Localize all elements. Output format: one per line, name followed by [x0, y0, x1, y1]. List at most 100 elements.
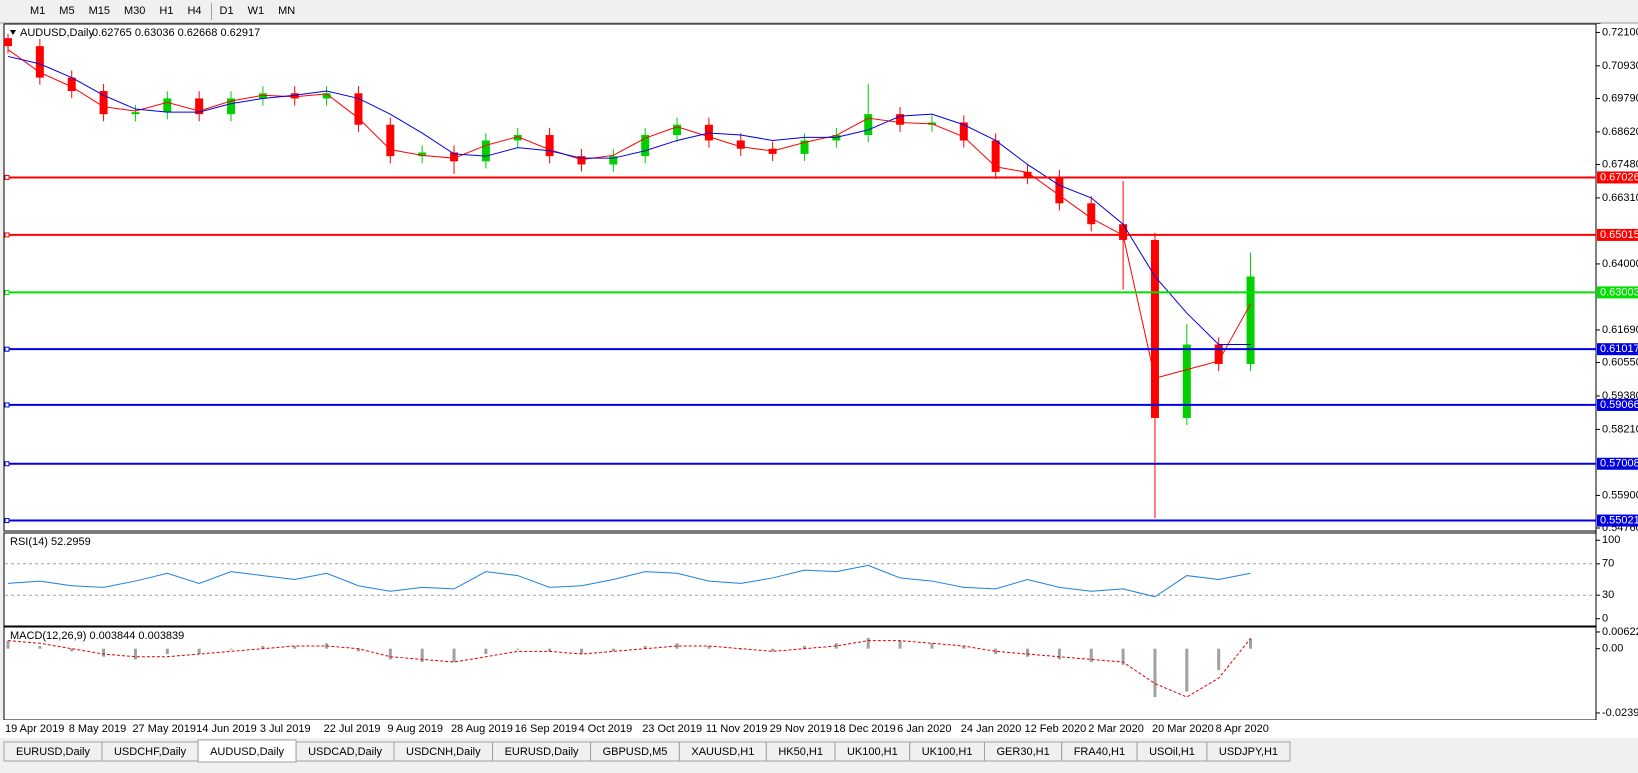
- timeframe-button[interactable]: W1: [248, 5, 265, 17]
- tab-label[interactable]: USDJPY,H1: [1219, 746, 1278, 758]
- histogram-bar: [388, 648, 392, 660]
- level-label: 0.55021: [1600, 514, 1638, 526]
- tab-label[interactable]: FRA40,H1: [1074, 746, 1125, 758]
- x-tick-label: 6 Jan 2020: [897, 723, 951, 735]
- histogram-bar: [1217, 648, 1221, 671]
- histogram-bar: [420, 648, 424, 663]
- level-label: 0.57008: [1600, 458, 1638, 470]
- x-tick-label: 27 May 2019: [132, 723, 196, 735]
- histogram-bar: [197, 648, 201, 655]
- tab-label[interactable]: USDCHF,Daily: [114, 746, 187, 758]
- candle-body: [131, 112, 140, 115]
- tab-label[interactable]: AUDUSD,Daily: [210, 746, 284, 758]
- candle-body: [1150, 239, 1159, 418]
- candle-body: [1055, 177, 1064, 204]
- histogram-bar: [643, 645, 647, 649]
- histogram-bar: [1121, 648, 1125, 665]
- histogram-bar: [675, 643, 679, 649]
- x-tick-label: 19 Apr 2019: [5, 723, 64, 735]
- histogram-bar: [771, 648, 775, 652]
- time-axis: [0, 720, 1638, 738]
- timeframe-button[interactable]: D1: [220, 5, 234, 17]
- x-tick-label: 8 Apr 2020: [1216, 723, 1269, 735]
- histogram-bar: [611, 648, 615, 652]
- histogram-bar: [1089, 648, 1093, 663]
- histogram-bar: [165, 648, 169, 655]
- x-tick-label: 29 Nov 2019: [770, 723, 832, 735]
- histogram-bar: [484, 648, 488, 655]
- histogram-bar: [1057, 648, 1061, 660]
- histogram-bar: [6, 640, 10, 649]
- y-tick-label: 70: [1602, 558, 1614, 570]
- x-tick-label: 4 Oct 2019: [578, 723, 632, 735]
- tab-label[interactable]: EURUSD,Daily: [505, 746, 579, 758]
- timeframe-button[interactable]: MN: [278, 5, 295, 17]
- tab-label[interactable]: USDCNH,Daily: [406, 746, 481, 758]
- timeframe-button[interactable]: H1: [159, 5, 173, 17]
- level-tag: [1597, 171, 1638, 184]
- level-tag: [1597, 286, 1638, 299]
- histogram-bar: [70, 648, 74, 652]
- tab-label[interactable]: UK100,H1: [922, 746, 973, 758]
- x-tick-label: 2 Mar 2020: [1088, 723, 1144, 735]
- candle-body: [386, 124, 395, 157]
- x-tick-label: 20 Mar 2020: [1152, 723, 1214, 735]
- histogram-bar: [898, 640, 902, 649]
- tab-label[interactable]: USOil,H1: [1149, 746, 1195, 758]
- histogram-bar: [229, 648, 233, 650]
- rsi-title: RSI(14) 52.2959: [10, 536, 91, 548]
- menu-arrow[interactable]: [10, 30, 16, 35]
- tab-label[interactable]: UK100,H1: [847, 746, 898, 758]
- x-tick-label: 8 May 2019: [69, 723, 126, 735]
- level-tag: [1597, 398, 1638, 411]
- timeframe-button[interactable]: M15: [89, 5, 110, 17]
- y-tick-label: 0.69790: [1602, 92, 1638, 104]
- y-tick-label: 0.61690: [1602, 324, 1638, 336]
- timeframe-button[interactable]: M5: [59, 5, 74, 17]
- x-tick-label: 3 Jul 2019: [260, 723, 311, 735]
- timeframe-button[interactable]: M30: [124, 5, 145, 17]
- tab[interactable]: [1206, 741, 1291, 762]
- candle-body: [896, 114, 905, 125]
- histogram-bar: [293, 645, 297, 649]
- tab-label[interactable]: GBPUSD,M5: [603, 746, 668, 758]
- chart-title: AUDUSD,Daily: [20, 27, 94, 39]
- macd-panel: [3, 626, 1601, 721]
- candle-body: [1087, 203, 1096, 225]
- level-handle: [4, 289, 10, 295]
- histogram-bar: [356, 648, 360, 652]
- candle-body: [641, 135, 650, 157]
- main-panel: [3, 23, 1601, 532]
- candle-body: [322, 93, 331, 99]
- candle-body: [1182, 344, 1191, 418]
- candle-body: [290, 93, 299, 99]
- candle-body: [1119, 224, 1128, 240]
- histogram-bar: [1153, 648, 1157, 697]
- indicator-line: [7, 55, 1251, 346]
- candle-body: [258, 93, 267, 99]
- candle-body: [991, 140, 1000, 172]
- tab-label[interactable]: EURUSD,Daily: [16, 746, 90, 758]
- histogram-bar: [579, 648, 583, 655]
- level-tag: [1597, 514, 1638, 527]
- tab-label[interactable]: HK50,H1: [778, 746, 823, 758]
- rsi-panel: [3, 532, 1601, 627]
- histogram-bar: [866, 637, 870, 649]
- candle-body: [545, 135, 554, 157]
- candle-body: [227, 98, 236, 115]
- histogram-bar: [962, 645, 966, 649]
- tab-label[interactable]: XAUUSD,H1: [691, 746, 754, 758]
- level-label: 0.59066: [1600, 399, 1638, 411]
- level-handle: [4, 174, 10, 180]
- histogram-bar: [102, 648, 106, 657]
- y-tick-label: 100: [1602, 534, 1620, 546]
- timeframe-button[interactable]: H4: [187, 5, 201, 17]
- histogram-bar: [452, 648, 456, 663]
- level-tag: [1597, 228, 1638, 241]
- tab-label[interactable]: USDCAD,Daily: [308, 746, 382, 758]
- tab-label[interactable]: GER30,H1: [997, 746, 1050, 758]
- timeframe-button[interactable]: M1: [30, 5, 45, 17]
- y-tick-label: 0.72100: [1602, 26, 1638, 38]
